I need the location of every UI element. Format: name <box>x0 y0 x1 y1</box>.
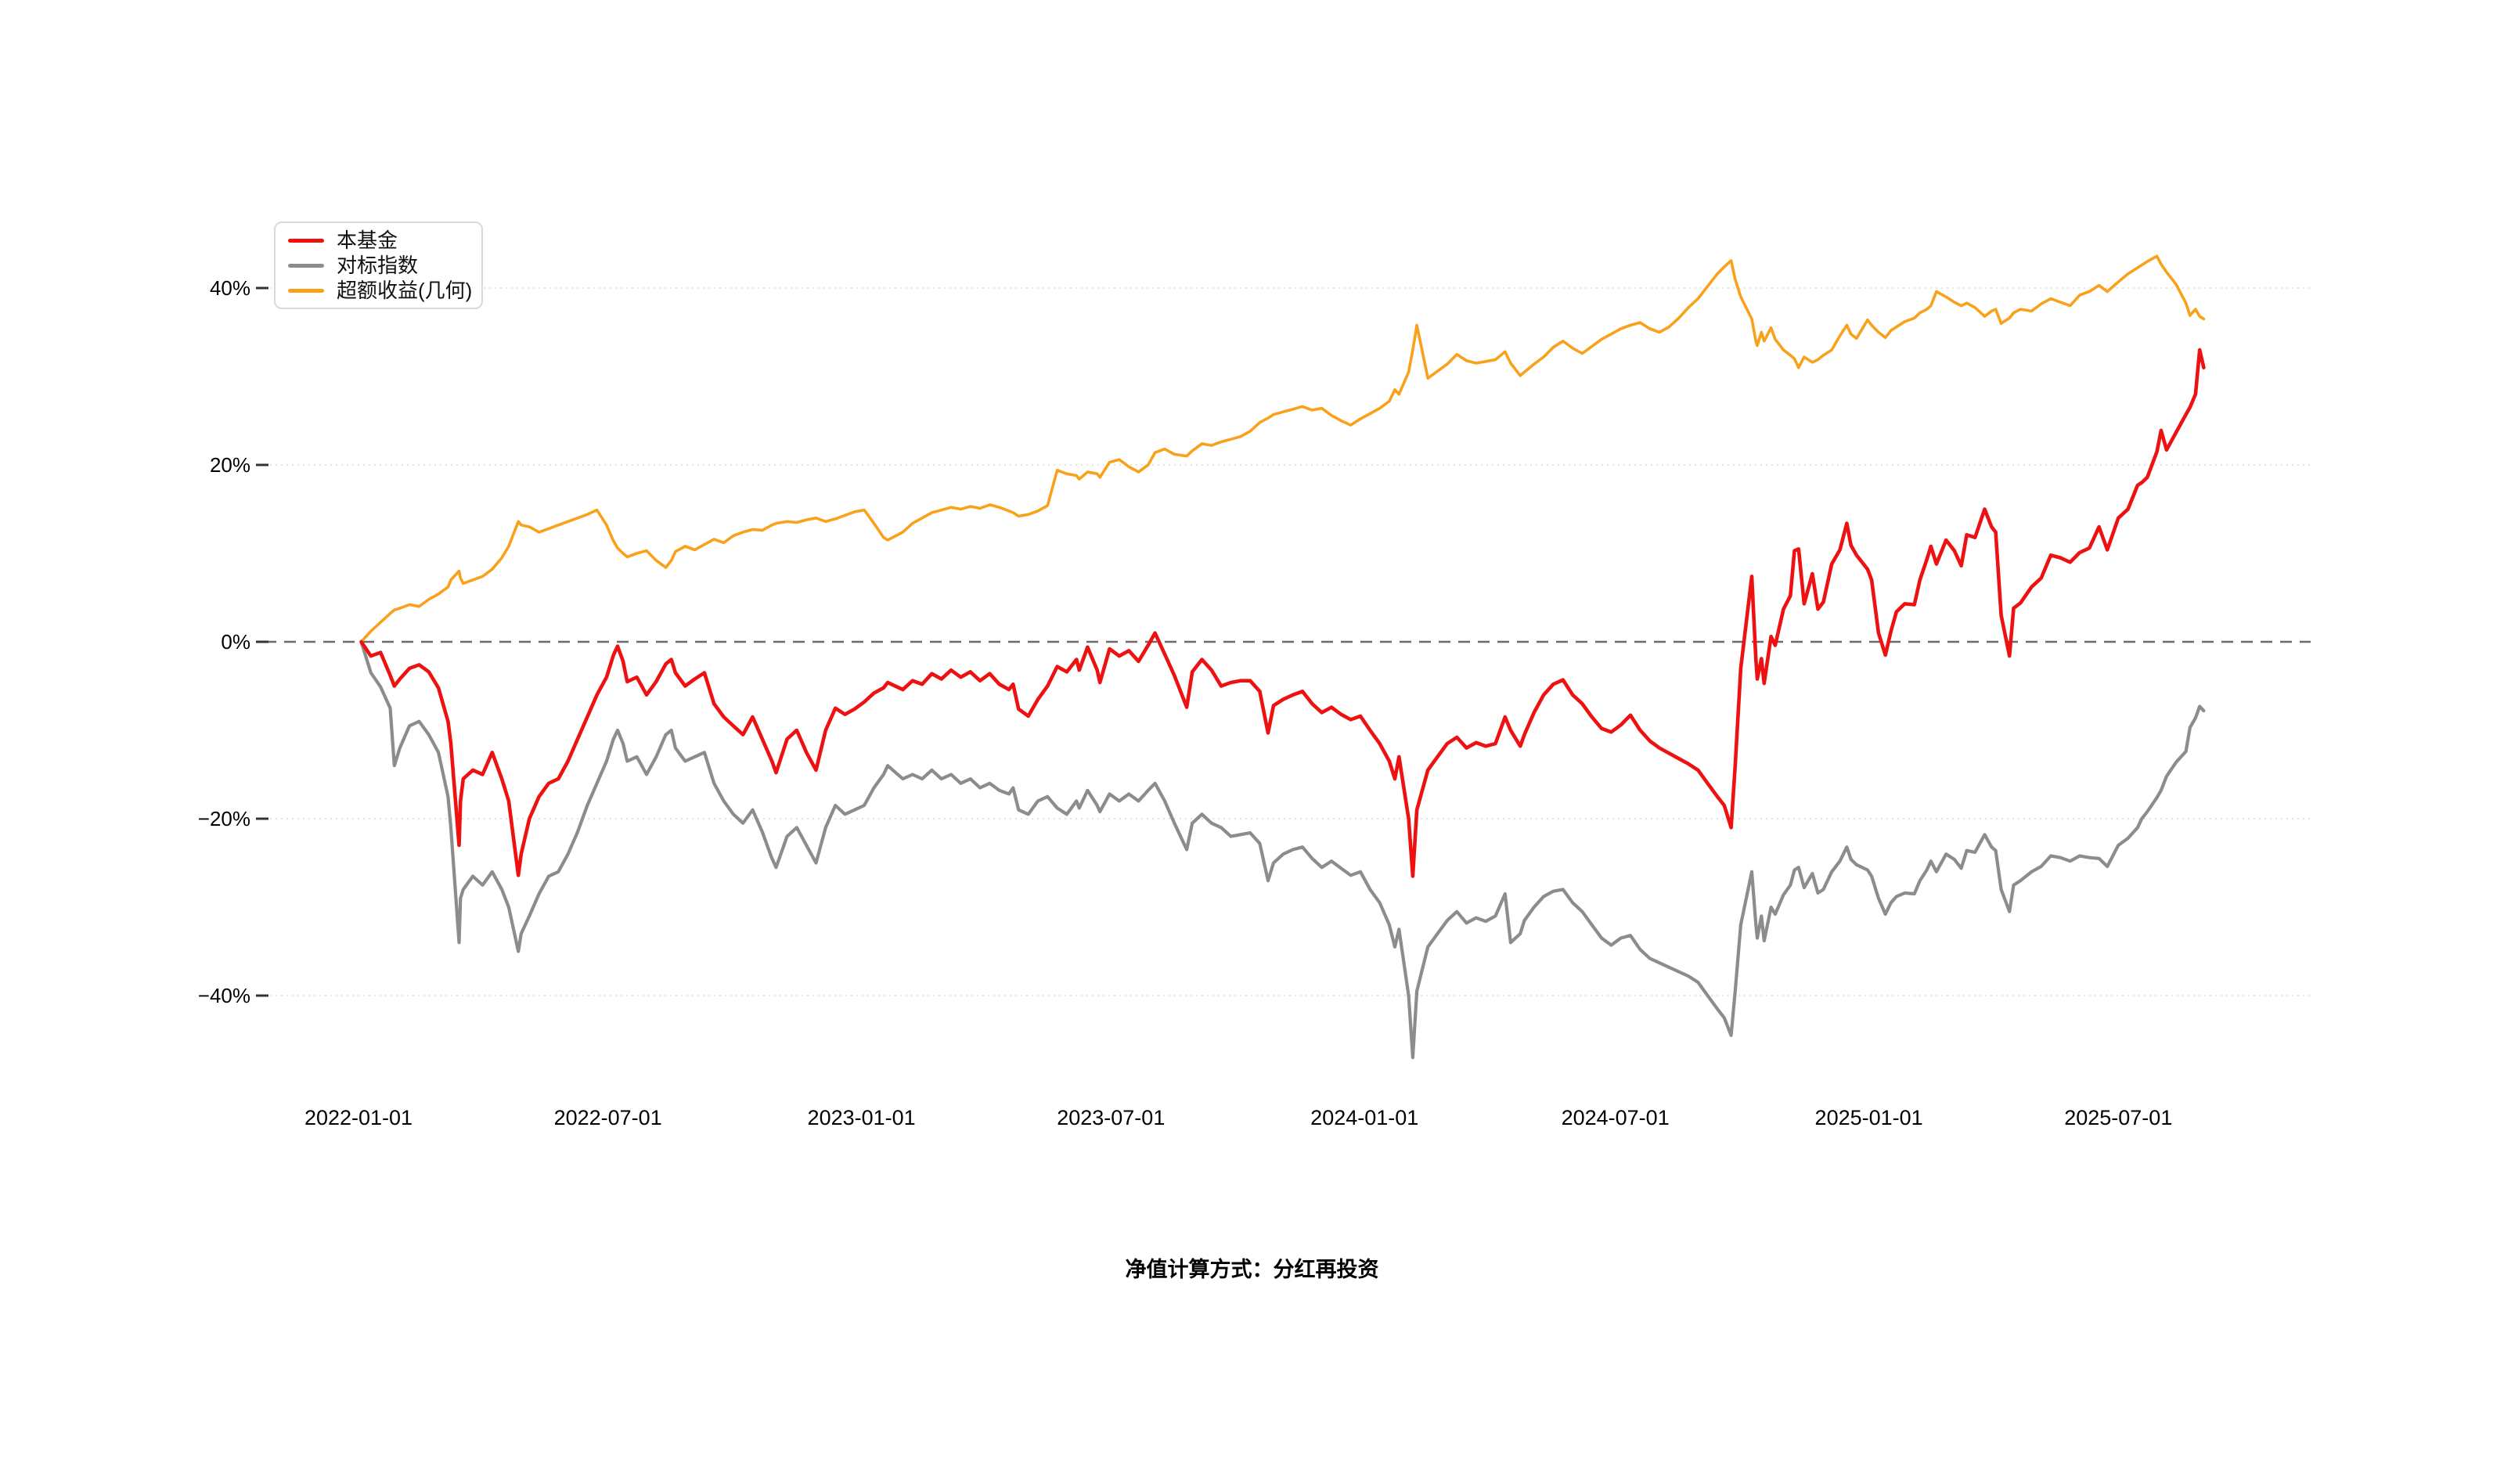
svg-text:2022-07-01: 2022-07-01 <box>554 1106 662 1129</box>
fund-line-swatch-icon <box>288 238 324 243</box>
svg-text:2024-01-01: 2024-01-01 <box>1310 1106 1418 1129</box>
legend-label-index: 对标指数 <box>337 254 419 277</box>
legend-item-fund[interactable]: 本基金 <box>276 229 481 252</box>
excess-line-swatch-icon <box>288 288 324 293</box>
svg-text:2025-01-01: 2025-01-01 <box>1815 1106 1923 1129</box>
svg-text:2025-07-01: 2025-07-01 <box>2064 1106 2172 1129</box>
svg-text:−40%: −40% <box>198 984 250 1007</box>
nav-calculation-footnote: 净值计算方式：分红再投资 <box>1125 1258 1379 1281</box>
chart-legend: 本基金 对标指数 超额收益(几何) <box>274 222 483 309</box>
legend-label-excess: 超额收益(几何) <box>337 279 473 302</box>
legend-item-index[interactable]: 对标指数 <box>276 254 481 277</box>
svg-text:2023-07-01: 2023-07-01 <box>1057 1106 1165 1129</box>
svg-text:20%: 20% <box>210 453 250 477</box>
legend-item-excess[interactable]: 超额收益(几何) <box>276 279 481 302</box>
svg-text:0%: 0% <box>221 630 250 654</box>
svg-text:2022-01-01: 2022-01-01 <box>304 1106 413 1129</box>
svg-text:2023-01-01: 2023-01-01 <box>808 1106 916 1129</box>
svg-text:2024-07-01: 2024-07-01 <box>1562 1106 1670 1129</box>
legend-label-fund: 本基金 <box>337 229 398 252</box>
index-line-swatch-icon <box>288 263 324 268</box>
svg-text:−20%: −20% <box>198 807 250 830</box>
svg-text:40%: 40% <box>210 276 250 300</box>
